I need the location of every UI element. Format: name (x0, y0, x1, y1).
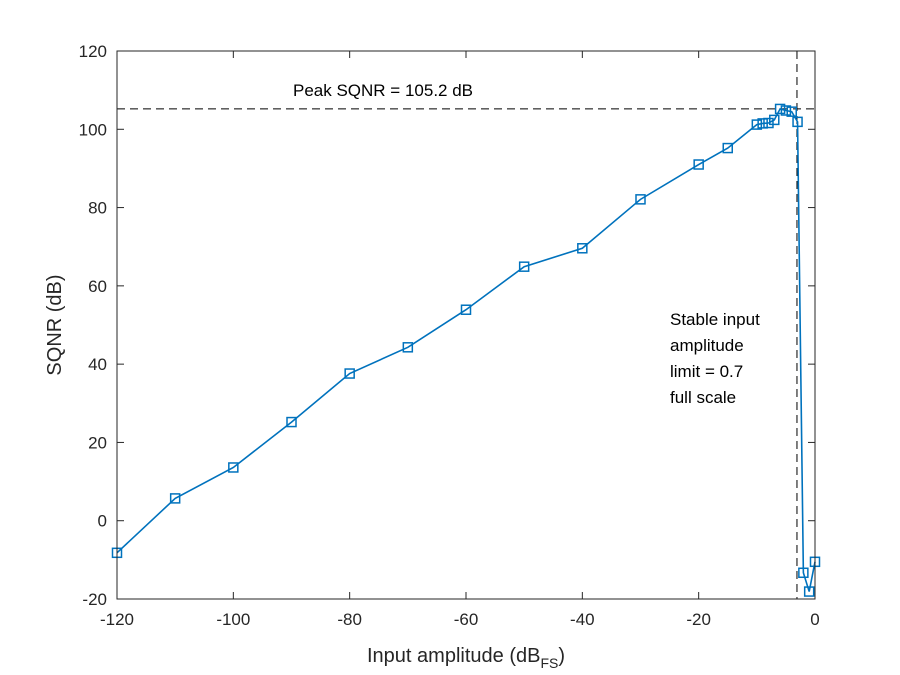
data-point-marker (577, 243, 588, 254)
stable-annotation-line-2: amplitude (670, 336, 744, 355)
x-tick-label: 0 (810, 610, 819, 629)
data-point-marker (228, 462, 239, 473)
data-point-marker (635, 194, 646, 205)
series-layer (111, 103, 821, 597)
x-tick-label: -120 (100, 610, 134, 629)
data-point-marker (751, 119, 763, 130)
x-tick-label: -60 (454, 610, 479, 629)
y-tick-label: -20 (82, 590, 107, 609)
data-point-marker (780, 105, 792, 116)
stable-annotation-line-1: Stable input (670, 310, 760, 329)
data-point-marker (792, 116, 803, 128)
data-point-marker (757, 118, 768, 129)
data-point-marker (774, 103, 786, 115)
x-tick-label: -40 (570, 610, 595, 629)
stable-annotation-line-3: limit = 0.7 (670, 362, 743, 381)
data-point-marker (460, 304, 472, 315)
data-point-marker (169, 493, 181, 504)
data-point-marker (803, 586, 815, 597)
peak-annotation: Peak SQNR = 105.2 dB (293, 81, 473, 100)
data-point-marker (786, 106, 797, 117)
y-tick-label: 100 (79, 120, 107, 139)
data-point-marker (693, 159, 704, 170)
y-tick-label: 120 (79, 42, 107, 61)
y-axis-label: SQNR (dB) (44, 274, 66, 375)
x-axis-label: Input amplitude (dBFS) (367, 645, 565, 671)
series-line (116, 107, 816, 592)
x-axis-label-suffix: ) (558, 645, 565, 667)
data-point-marker (769, 114, 780, 126)
y-tick-label: 40 (88, 355, 107, 374)
x-tick-label: -20 (686, 610, 711, 629)
x-axis-label-subscript: FS (540, 655, 558, 671)
data-point-marker (722, 142, 733, 154)
y-axis-ticks: -20 0 20 40 60 80 100 120 (79, 42, 815, 609)
data-point-marker (286, 416, 297, 428)
y-tick-label: 0 (98, 512, 107, 531)
reference-lines (117, 51, 815, 599)
data-point-marker (763, 117, 774, 129)
y-tick-label: 80 (88, 199, 107, 218)
x-axis-label-main: Input amplitude (dB (367, 645, 540, 667)
stable-annotation: Stable input amplitude limit = 0.7 full … (670, 310, 760, 407)
x-tick-label: -80 (337, 610, 362, 629)
y-tick-label: 60 (88, 277, 107, 296)
data-point-marker (798, 567, 809, 579)
data-point-marker (344, 368, 355, 379)
stable-annotation-line-4: full scale (670, 388, 736, 407)
data-point-marker (402, 342, 414, 353)
y-tick-label: 20 (88, 433, 107, 452)
x-axis-ticks: -120 -100 -80 -60 -40 -20 0 (100, 51, 820, 629)
plot-area (117, 51, 815, 599)
x-tick-label: -100 (216, 610, 250, 629)
data-point-marker (518, 261, 530, 272)
